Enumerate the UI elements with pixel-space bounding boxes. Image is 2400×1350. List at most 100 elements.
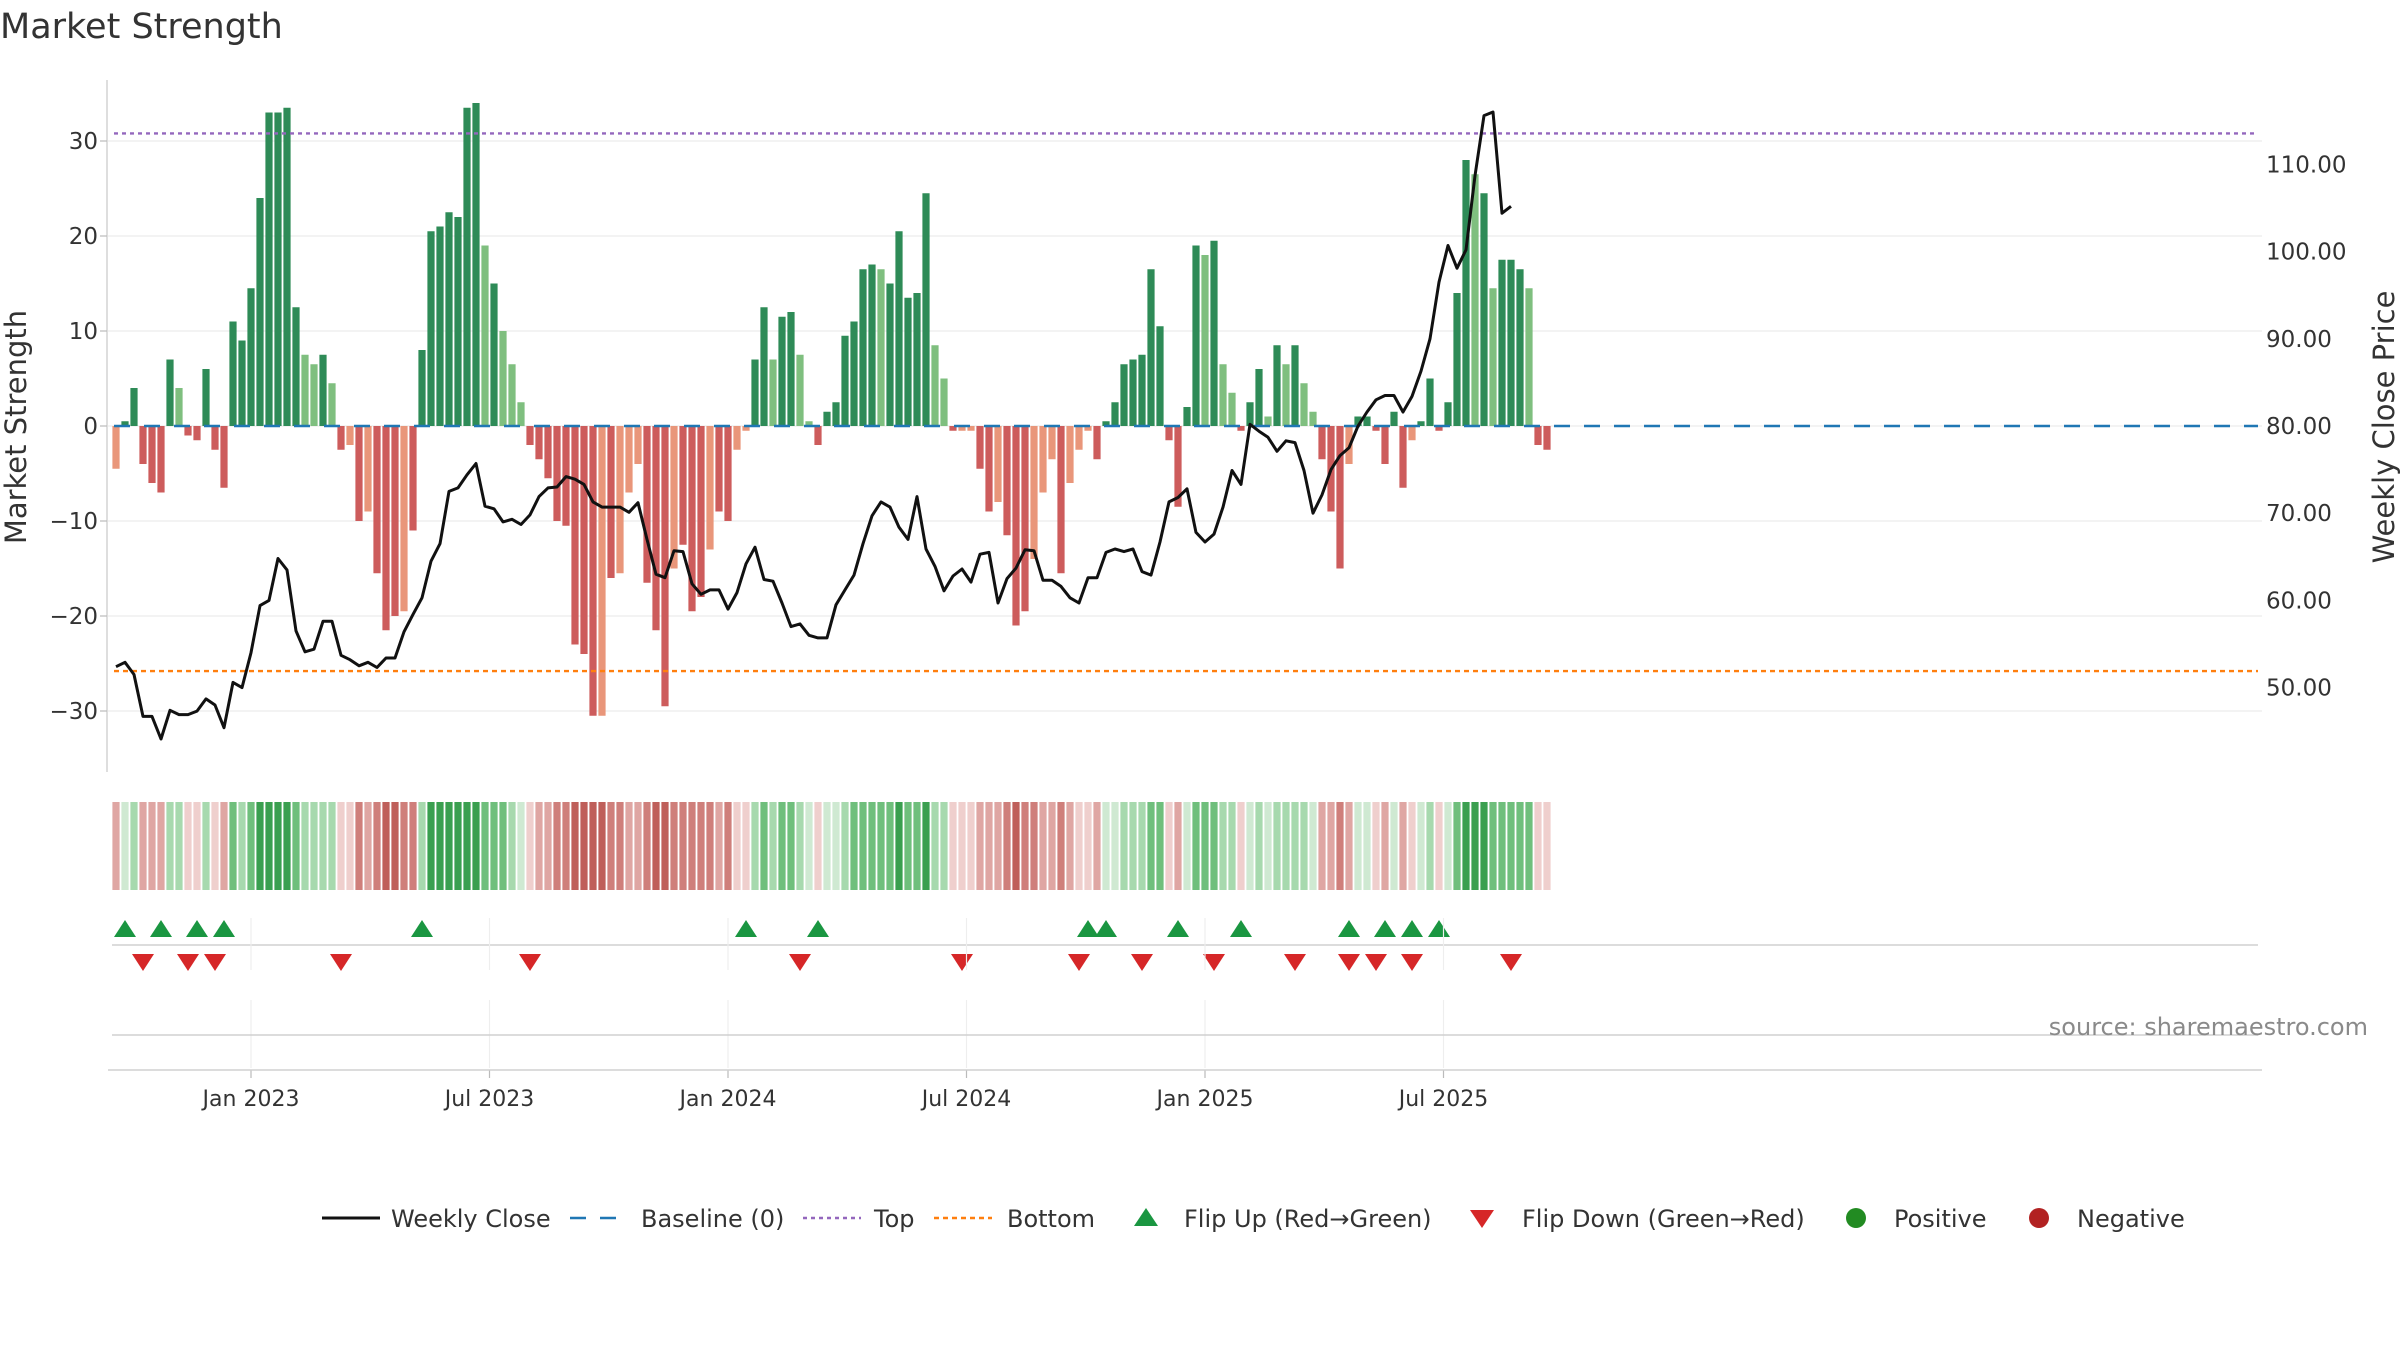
- heat-cell: [787, 802, 795, 890]
- heat-cell: [607, 802, 615, 890]
- strength-bar: [868, 264, 876, 426]
- heat-cell: [1471, 802, 1479, 890]
- flip-down-marker: [1338, 954, 1360, 971]
- heat-cell: [1372, 802, 1380, 890]
- heat-cell: [1057, 802, 1065, 890]
- y-tick-label-left: −10: [49, 509, 98, 535]
- heat-cell: [409, 802, 417, 890]
- y-tick-label-right: 110.00: [2266, 152, 2346, 178]
- heat-cell: [913, 802, 921, 890]
- heat-cell: [256, 802, 264, 890]
- heat-cell: [526, 802, 534, 890]
- heat-cell: [1264, 802, 1272, 890]
- heat-cell: [1084, 802, 1092, 890]
- heat-cell: [949, 802, 957, 890]
- heat-cell: [238, 802, 246, 890]
- strength-bar: [454, 217, 462, 426]
- strength-bar: [1462, 160, 1470, 426]
- strength-bar: [1282, 364, 1290, 426]
- heat-cell: [679, 802, 687, 890]
- y-tick-label-left: 0: [83, 414, 98, 440]
- strength-bar: [1156, 326, 1164, 426]
- strength-bar: [922, 193, 930, 426]
- strength-bar: [652, 426, 660, 631]
- strength-bar: [913, 293, 921, 426]
- strength-bar: [1192, 245, 1200, 426]
- strength-bar: [355, 426, 363, 521]
- strength-bar: [832, 402, 840, 426]
- heat-cell: [1147, 802, 1155, 890]
- strength-bar: [796, 354, 804, 426]
- heat-cell: [1255, 802, 1263, 890]
- strength-bar: [904, 297, 912, 426]
- heat-cell: [1156, 802, 1164, 890]
- flip-up-marker: [807, 920, 829, 937]
- heat-cell: [1012, 802, 1020, 890]
- legend-item: Weekly Close: [322, 1205, 551, 1233]
- heat-cell: [283, 802, 291, 890]
- strength-bar: [157, 426, 165, 493]
- flip-up-marker: [186, 920, 208, 937]
- date-tick-label: Jan 2025: [1155, 1087, 1254, 1112]
- heat-cell: [1129, 802, 1137, 890]
- legend-label: Weekly Close: [391, 1205, 551, 1233]
- strength-bar: [553, 426, 561, 521]
- heat-cell: [652, 802, 660, 890]
- heat-cell: [427, 802, 435, 890]
- heat-cell: [1390, 802, 1398, 890]
- strength-bar: [1480, 193, 1488, 426]
- strength-bar: [1444, 402, 1452, 426]
- legend-label: Flip Up (Red→Green): [1184, 1205, 1432, 1233]
- strength-bar: [544, 426, 552, 479]
- strength-bar: [427, 231, 435, 426]
- heat-cell: [1282, 802, 1290, 890]
- weekly-close-line: [115, 110, 1512, 741]
- strength-bar: [1399, 426, 1407, 488]
- strength-bar: [886, 283, 894, 426]
- heat-cell: [643, 802, 651, 890]
- date-tick-label: Jul 2025: [1397, 1087, 1489, 1112]
- legend-swatch-flip-up: [1134, 1208, 1158, 1226]
- heat-cell: [175, 802, 183, 890]
- y-tick-label-right: 70.00: [2266, 501, 2332, 527]
- strength-bar: [337, 426, 345, 450]
- heat-cell: [247, 802, 255, 890]
- strength-bar: [769, 359, 777, 426]
- heat-cell: [1309, 802, 1317, 890]
- strength-bar: [202, 369, 210, 426]
- strength-bar: [814, 426, 822, 445]
- heat-cell: [436, 802, 444, 890]
- heat-cell: [1201, 802, 1209, 890]
- strength-bar: [121, 421, 129, 426]
- strength-bar: [967, 426, 975, 431]
- strength-bar: [1183, 407, 1191, 426]
- strength-bar: [1273, 345, 1281, 426]
- heat-cell: [769, 802, 777, 890]
- heat-cell: [1066, 802, 1074, 890]
- strength-bar: [265, 112, 273, 426]
- heat-cell: [1030, 802, 1038, 890]
- strength-bar: [1129, 359, 1137, 426]
- legend-label: Top: [873, 1205, 915, 1233]
- strength-bar: [877, 269, 885, 426]
- strength-bar: [1264, 416, 1272, 426]
- y-tick-label-left: 10: [69, 319, 98, 345]
- chart-title: Market Strength: [0, 7, 283, 47]
- strength-bar: [1201, 255, 1209, 426]
- strength-bar: [382, 426, 390, 631]
- heat-cell: [1192, 802, 1200, 890]
- flip-down-marker: [1068, 954, 1090, 971]
- y-tick-label-right: 100.00: [2266, 240, 2346, 266]
- flip-down-marker: [204, 954, 226, 971]
- heat-cell: [1435, 802, 1443, 890]
- heat-cell: [382, 802, 390, 890]
- heat-cell: [625, 802, 633, 890]
- strength-bar: [229, 321, 237, 426]
- heat-cell: [715, 802, 723, 890]
- heat-cell: [832, 802, 840, 890]
- heat-cell: [1345, 802, 1353, 890]
- heat-cell: [157, 802, 165, 890]
- price-line-group: [115, 110, 1512, 741]
- strength-bar: [508, 364, 516, 426]
- heat-cell: [463, 802, 471, 890]
